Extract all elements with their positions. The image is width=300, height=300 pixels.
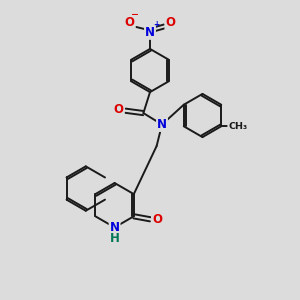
Text: H: H [110,232,119,245]
Text: CH₃: CH₃ [228,122,247,131]
Text: O: O [152,213,162,226]
Text: N: N [110,221,120,234]
Text: −: − [131,11,139,20]
Text: +: + [153,20,159,29]
Text: N: N [145,26,155,39]
Text: N: N [157,118,167,131]
Text: O: O [114,103,124,116]
Text: O: O [165,16,176,29]
Text: O: O [124,16,135,29]
